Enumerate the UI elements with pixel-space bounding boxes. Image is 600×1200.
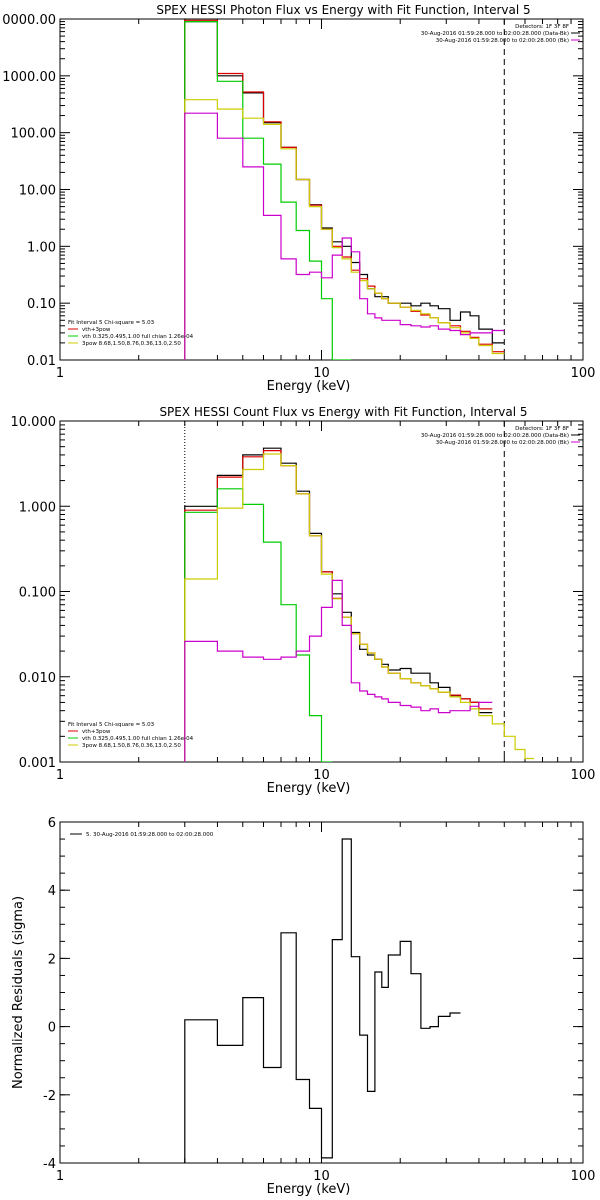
y-tick-label: 2: [48, 952, 56, 967]
series-line-4: [184, 99, 505, 360]
header-line: 30-Aug-2016 01:59:28.000 to 02:00:28.000…: [436, 440, 569, 446]
fit-legend-entry: 3pow 8.68,1.50,8.76,0.36,13.0,2.50: [82, 743, 181, 749]
fit-legend-entry: Fit Interval 5 Chi-square = 5.03: [68, 320, 155, 326]
fit-legend-entry: 3pow 8.68,1.50,8.76,0.36,13.0,2.50: [82, 341, 181, 347]
fit-legend-entry: Fit Interval 5 Chi-square = 5.03: [68, 722, 155, 728]
x-axis-label: Energy (keV): [267, 379, 351, 394]
chart-title: SPEX HESSI Photon Flux vs Energy with Fi…: [156, 3, 530, 17]
series-group: [184, 838, 461, 1163]
fit-legend-entry: vth 0.325,0.495,1.00 full chian 1.26e-04: [82, 736, 194, 742]
chart-title: SPEX HESSI Count Flux vs Energy with Fit…: [159, 405, 527, 419]
x-axis-label: Energy (keV): [267, 781, 351, 796]
residual-legend-entry: 5. 30-Aug-2016 01:59:28.000 to 02:00:28.…: [86, 832, 214, 838]
y-tick-label: 0000.00: [2, 13, 56, 28]
y-tick-label: 0.01: [27, 354, 56, 369]
y-tick-label: 1.000: [19, 500, 56, 515]
x-axis-label: Energy (keV): [267, 1182, 351, 1197]
x-tick-label: 1: [56, 366, 64, 381]
series-line-3: [184, 488, 333, 762]
y-tick-label: 0: [48, 1021, 56, 1036]
series-line-2: [184, 19, 505, 360]
chart-panel-2: SPEX HESSI Count Flux vs Energy with Fit…: [11, 405, 596, 796]
series-group: [184, 19, 505, 360]
y-tick-label: 6: [48, 816, 56, 831]
series-line-3: [184, 21, 352, 360]
y-tick-label: 4: [48, 884, 56, 899]
y-tick-label: 0.100: [19, 586, 56, 601]
series-line-4: [184, 453, 535, 762]
y-axis-label: Normalized Residuals (sigma): [11, 896, 26, 1089]
series-line-1: [184, 447, 493, 762]
x-tick-label: 100: [571, 366, 596, 381]
series-line-5: [184, 579, 493, 762]
y-tick-label: 10.000: [11, 415, 57, 430]
y-tick-label: 0.001: [19, 756, 56, 771]
header-line: Detectors: 1F 3F 8F: [515, 24, 569, 30]
fit-legend-entry: vth+3pow: [82, 729, 111, 735]
fit-legend-entry: vth 0.325,0.495,1.00 full chian 1.26e-04: [82, 334, 194, 340]
header-line: 30-Aug-2016 01:59:28.000 to 02:00:28.000…: [436, 38, 569, 44]
x-tick-label: 100: [571, 768, 596, 783]
x-tick-label: 10: [313, 1169, 330, 1184]
fit-legend-entry: vth+3pow: [82, 327, 111, 333]
series-group: [184, 447, 535, 762]
header-line: 30-Aug-2016 01:59:28.000 to 02:00:28.000…: [421, 31, 569, 37]
header-line: 30-Aug-2016 01:59:28.000 to 02:00:28.000…: [421, 433, 569, 439]
series-line-2: [184, 450, 493, 762]
y-tick-label: 10.00: [19, 184, 56, 199]
x-tick-label: 1: [56, 768, 64, 783]
y-tick-label: 1000.00: [2, 70, 56, 85]
y-tick-label: 100.00: [11, 127, 57, 142]
series-line-5: [184, 112, 505, 360]
chart-panel-1: SPEX HESSI Photon Flux vs Energy with Fi…: [2, 3, 595, 394]
x-tick-label: 10: [313, 768, 330, 783]
chart-panel-3: 1 10 100 -4 -2 0 2 4 6 Energy (keV) Normalized Res…: [11, 816, 595, 1197]
y-tick-label: -4: [43, 1157, 56, 1172]
x-tick-label: 10: [313, 366, 330, 381]
x-tick-label: 100: [571, 1169, 596, 1184]
series-line-1: [184, 838, 461, 1163]
series-line-1: [184, 21, 505, 360]
y-tick-label: -2: [43, 1089, 56, 1104]
header-line: Detectors: 1F 3F 8F: [515, 426, 569, 432]
y-tick-label: 0.10: [27, 297, 56, 312]
y-tick-label: 1.00: [27, 240, 56, 255]
y-tick-label: 0.010: [19, 671, 56, 686]
x-tick-label: 1: [56, 1169, 64, 1184]
